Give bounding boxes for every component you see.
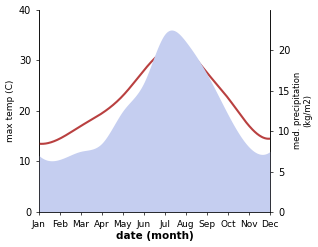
Y-axis label: max temp (C): max temp (C) — [5, 80, 15, 142]
X-axis label: date (month): date (month) — [116, 231, 193, 242]
Y-axis label: med. precipitation
(kg/m2): med. precipitation (kg/m2) — [293, 72, 313, 149]
